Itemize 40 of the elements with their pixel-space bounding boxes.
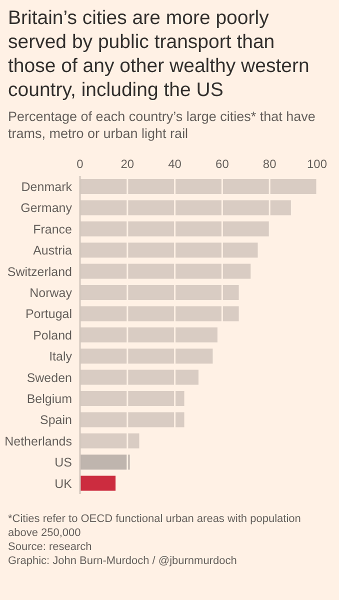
y-tick-label: US: [54, 456, 72, 470]
bar: [80, 348, 213, 364]
y-tick-label: Italy: [49, 350, 73, 364]
bar: [80, 285, 239, 300]
y-tick-label: Belgium: [26, 392, 72, 406]
bar: [80, 412, 184, 428]
y-tick-label: Germany: [20, 201, 73, 216]
bar: [80, 391, 184, 406]
x-tick-label: 20: [120, 157, 134, 171]
x-tick-label: 0: [76, 157, 84, 171]
bar: [80, 242, 258, 258]
x-tick-label: 80: [262, 157, 277, 171]
y-tick-label: Spain: [40, 413, 72, 428]
bar: [80, 179, 317, 194]
bar: [80, 200, 291, 216]
x-tick-label: 40: [168, 157, 182, 171]
bar: [80, 327, 218, 342]
bar: [80, 370, 198, 385]
y-tick-label: France: [33, 222, 72, 236]
y-tick-label: Norway: [30, 286, 73, 300]
y-tick-label: Denmark: [21, 180, 73, 194]
bar: [80, 264, 251, 279]
bar: [80, 476, 116, 491]
bar: [80, 433, 140, 448]
chart-subtitle: Percentage of each country’s large cities* that have trams, metro or urban light rail: [8, 108, 316, 142]
x-tick-label: 100: [306, 157, 328, 171]
text: Graphic: John Burn-Murdoch / @jburnmurdoch: [8, 554, 238, 568]
text: *Cities refer to OECD functional urban areas with population above 250,000: [8, 512, 302, 540]
chart-title: Britain’s cities are more poorly served by public transport than those of any other wealthy western country, including the US: [8, 6, 310, 102]
source-note: Source: research: [8, 540, 93, 554]
bar: [80, 221, 270, 236]
y-tick-label: Austria: [33, 244, 72, 258]
y-tick-label: Poland: [33, 328, 72, 342]
y-tick-label: UK: [54, 476, 73, 491]
y-tick-label: Sweden: [26, 370, 72, 385]
y-tick-label: Portugal: [25, 307, 72, 322]
y-tick-label: Switzerland: [7, 264, 72, 279]
y-tick-label: Netherlands: [4, 434, 72, 448]
x-tick-label: 60: [216, 157, 230, 171]
bar: [80, 306, 239, 322]
